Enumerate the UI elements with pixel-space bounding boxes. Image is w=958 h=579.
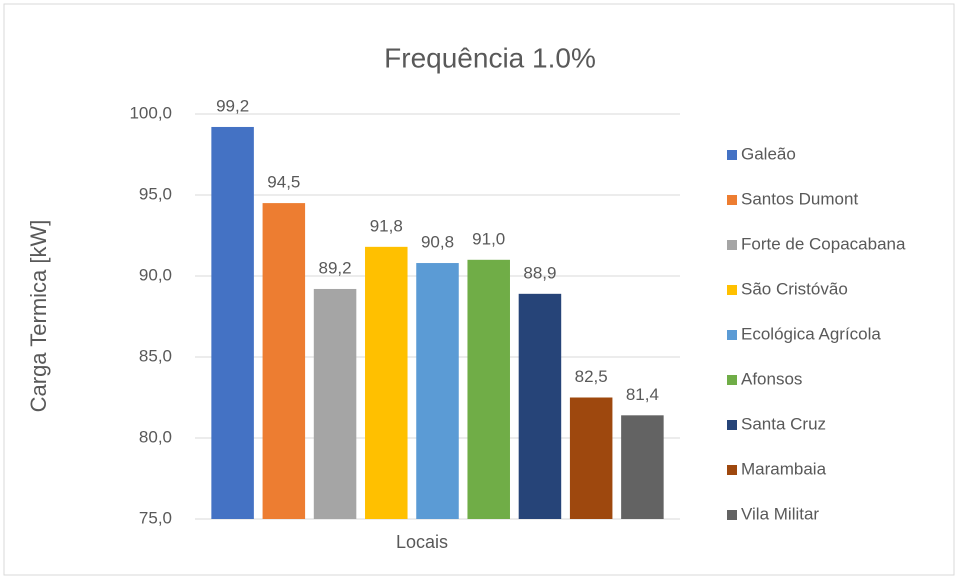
legend-swatch: [727, 465, 737, 475]
y-tick-label: 75,0: [139, 508, 172, 527]
y-tick-label: 90,0: [139, 265, 172, 284]
value-label: 94,5: [267, 173, 300, 192]
value-label: 91,8: [370, 216, 403, 235]
legend-swatch: [727, 150, 737, 160]
legend-label: Santos Dumont: [741, 189, 858, 208]
value-label: 81,4: [626, 385, 659, 404]
legend-label: Marambaia: [741, 459, 827, 478]
y-tick-label: 85,0: [139, 346, 172, 365]
legend-label: Vila Militar: [741, 504, 819, 523]
bar: [262, 203, 306, 519]
y-tick-label: 80,0: [139, 427, 172, 446]
legend-swatch: [727, 420, 737, 430]
bar: [416, 263, 459, 519]
y-axis-title: Carga Termica [kW]: [26, 220, 51, 413]
value-label: 99,2: [216, 96, 249, 115]
legend-swatch: [727, 330, 737, 340]
x-axis-title: Locais: [396, 532, 448, 552]
bar: [211, 126, 254, 520]
legend-label: Galeão: [741, 144, 796, 163]
legend-swatch: [727, 285, 737, 295]
bar: [621, 415, 664, 519]
legend-swatch: [727, 375, 737, 385]
chart-title: Frequência 1.0%: [384, 42, 596, 73]
bar: [365, 246, 408, 519]
legend-swatch: [727, 510, 737, 520]
legend-swatch: [727, 195, 737, 205]
legend-label: Forte de Copacabana: [741, 234, 906, 253]
legend-swatch: [727, 240, 737, 250]
legend-label: Ecológica Agrícola: [741, 324, 881, 343]
value-label: 89,2: [319, 258, 352, 277]
value-label: 82,5: [575, 367, 608, 386]
y-tick-label: 95,0: [139, 184, 172, 203]
bar: [518, 293, 562, 519]
bar: [569, 397, 613, 519]
legend-label: Santa Cruz: [741, 414, 826, 433]
bar: [467, 259, 510, 519]
value-label: 90,8: [421, 233, 454, 252]
value-label: 88,9: [523, 263, 556, 282]
legend-label: Afonsos: [741, 369, 802, 388]
legend-label: São Cristóvão: [741, 279, 848, 298]
value-label: 91,0: [472, 229, 505, 248]
bar: [313, 288, 357, 519]
y-tick-label: 100,0: [129, 103, 172, 122]
